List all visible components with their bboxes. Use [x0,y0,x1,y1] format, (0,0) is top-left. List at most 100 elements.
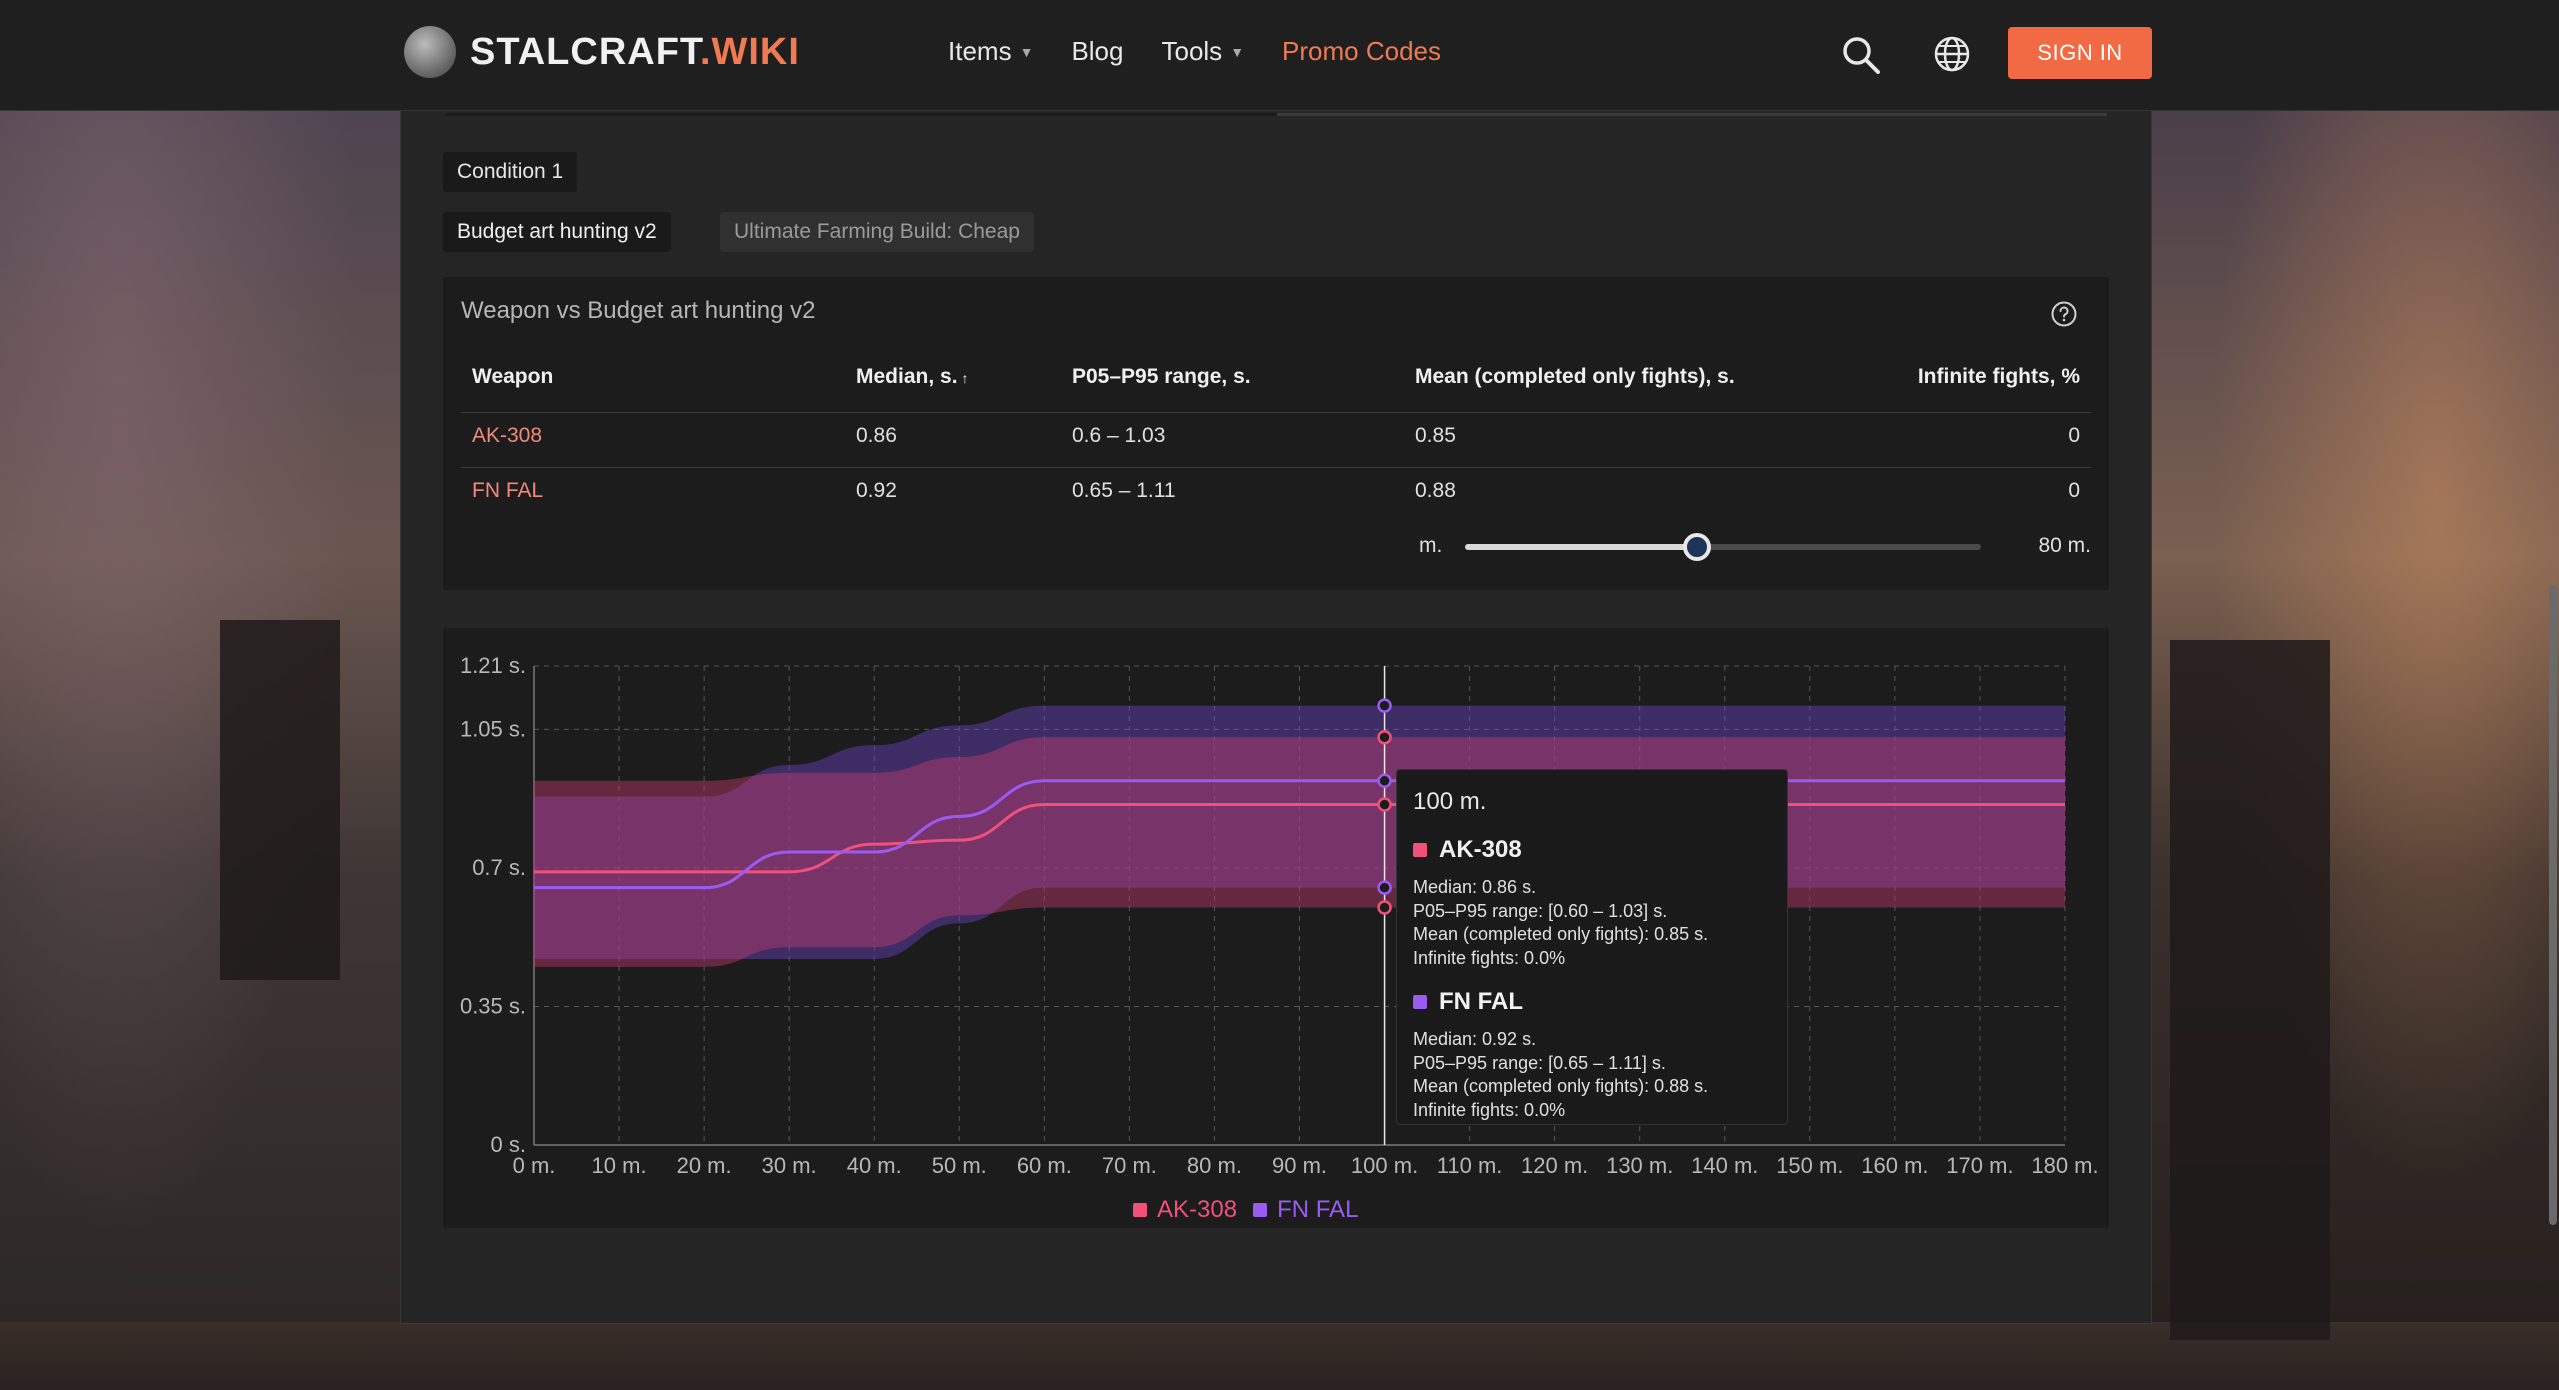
weapon-link-fnfal[interactable]: FN FAL [472,479,544,502]
x-tick-label: 80 m. [1187,1153,1242,1178]
cell-mean: 0.88 [1415,479,1456,502]
column-header-median[interactable]: Median, s. ↑ [856,365,969,388]
distance-slider-thumb[interactable] [1683,533,1712,561]
weapon-link-ak308[interactable]: AK-308 [472,424,543,447]
y-tick-label: 1.21 s. [460,653,526,678]
background-tower-left [220,620,340,980]
sign-in-button[interactable]: SIGN IN [2008,27,2152,79]
time-to-kill-chart[interactable]: 0 s. 0.35 s. 0.7 s. 1.05 s. 1.21 s. 0 m. 10 m.… [443,628,2109,1228]
x-tick-label: 120 m. [1521,1153,1588,1178]
x-tick-label: 60 m. [1017,1153,1072,1178]
column-header-infinite[interactable]: Infinite fights, % [1917,365,2080,388]
column-header-range[interactable]: P05–P95 range, s. [1072,365,1251,388]
search-icon[interactable] [1840,34,1882,76]
table-divider [461,467,2091,468]
y-tick-label: 0 s. [491,1132,526,1157]
x-tick-label: 70 m. [1102,1153,1157,1178]
x-tick-label: 90 m. [1272,1153,1327,1178]
chevron-down-icon: ▼ [1019,43,1034,60]
x-tick-label: 40 m. [847,1153,902,1178]
cell-infinite: 0 [2068,424,2080,447]
x-tick-label: 100 m. [1351,1153,1418,1178]
x-tick-label: 0 m. [513,1153,556,1178]
nav-item-tools[interactable]: Tools ▼ [1161,36,1245,66]
tooltip-swatch [1413,995,1427,1009]
brand-dot: . [699,30,712,73]
chevron-down-icon: ▼ [1230,43,1245,60]
legend-item-ak308[interactable]: AK-308 [1133,1196,1237,1224]
hover-point-ak308-median [1377,797,1392,812]
median-line-ak308 [534,803,2065,874]
tooltip-infinite: Infinite fights: 0.0% [1413,1099,1566,1120]
tooltip-mean: Mean (completed only fights): 0.88 s. [1413,1076,1709,1096]
chart-legend: AK-308 FN FAL [1133,1196,1374,1224]
tab-indicator-active [445,113,1277,116]
nav-item-promo-codes[interactable]: Promo Codes [1282,36,1442,66]
hover-point-fnfal-p05 [1377,880,1392,895]
column-header-weapon[interactable]: Weapon [472,365,554,388]
tab-indicator-inactive [1277,113,2107,116]
legend-swatch [1133,1203,1147,1217]
tooltip-title: 100 m. [1413,788,1487,815]
chart-tooltip: 100 m. AK-308 Median: 0.86 s. P05–P95 ra… [1396,769,1788,1125]
distance-slider[interactable] [1465,533,1981,561]
tooltip-series-name: FN FAL [1439,988,1523,1015]
legend-label: AK-308 [1157,1196,1238,1223]
chart-canvas[interactable]: 0 s. 0.35 s. 0.7 s. 1.05 s. 1.21 s. 0 m. 10 m.… [443,628,2109,1228]
condition-chip[interactable]: Condition 1 [443,152,578,192]
language-globe-icon[interactable] [1932,34,1972,74]
tooltip-median: Median: 0.92 s. [1413,1029,1537,1049]
site-logo[interactable]: STALCRAFT.WIKI [404,26,800,78]
tooltip-series-name: AK-308 [1439,836,1522,863]
top-navigation-bar: STALCRAFT.WIKI Items ▼ Blog Tools ▼ Promo … [0,0,2559,111]
cell-range: 0.6 – 1.03 [1072,424,1166,447]
build-chip[interactable]: Ultimate Farming Build: Cheap [720,212,1034,252]
background-scenery-bottom [0,1322,2559,1390]
median-line-fnfal [533,779,2065,890]
tooltip-swatch [1413,843,1427,857]
y-tick-label: 0.35 s. [460,993,526,1018]
help-icon[interactable] [2050,300,2078,328]
x-tick-label: 110 m. [1437,1153,1503,1178]
main-nav: Items ▼ Blog Tools ▼ Promo Codes [948,36,1479,67]
tooltip-infinite: Infinite fights: 0.0% [1413,947,1566,968]
y-tick-label: 1.05 s. [460,716,526,741]
cell-median: 0.86 [856,424,897,447]
brand-suffix: WIKI [711,30,800,73]
hover-point-fnfal-p95 [1377,698,1392,713]
x-tick-label: 50 m. [932,1153,987,1178]
hover-point-fnfal-median [1377,773,1392,789]
comparison-table-card: Weapon vs Budget art hunting v2 Weapon M… [443,277,2109,590]
legend-label: FN FAL [1277,1196,1359,1223]
cell-range: 0.65 – 1.11 [1072,479,1176,502]
page-scrollbar[interactable] [2549,585,2557,1225]
tooltip-entry-ak308: AK-308 Median: 0.86 s. P05–P95 range: [0… [1413,836,1771,970]
nav-item-items[interactable]: Items ▼ [948,36,1034,66]
tooltip-range: P05–P95 range: [0.65 – 1.11] s. [1413,1052,1666,1073]
legend-item-fnfal[interactable]: FN FAL [1253,1196,1358,1224]
cell-mean: 0.85 [1415,424,1456,447]
cell-median: 0.92 [856,479,897,502]
background-scenery-left [0,110,400,1390]
legend-swatch [1253,1203,1268,1217]
tooltip-entry-fnfal: FN FAL Median: 0.92 s. P05–P95 range: [0… [1413,988,1771,1122]
distance-slider-value: 80 m. [2038,534,2091,557]
site-brand: STALCRAFT.WIKI [470,30,800,73]
x-tick-label: 10 m. [592,1153,647,1178]
x-tick-label: 20 m. [677,1153,732,1178]
tooltip-mean: Mean (completed only fights): 0.85 s. [1413,924,1709,944]
band-fnfal [534,705,2065,959]
x-tick-label: 140 m. [1691,1153,1758,1178]
column-header-mean[interactable]: Mean (completed only fights), s. [1415,365,1735,388]
tooltip-range: P05–P95 range: [0.60 – 1.03] s. [1413,900,1668,921]
sort-ascending-icon: ↑ [961,370,969,386]
x-tick-label: 160 m. [1861,1153,1928,1178]
build-chip-active[interactable]: Budget art hunting v2 [443,212,671,252]
distance-slider-min-label: m. [1419,534,1443,557]
table-title: Weapon vs Budget art hunting v2 [461,297,816,324]
nav-item-blog[interactable]: Blog [1071,36,1124,66]
x-tick-label: 150 m. [1776,1153,1843,1178]
x-tick-label: 170 m. [1946,1153,2013,1178]
wiki-globe-icon [404,26,456,78]
hover-point-ak308-p05 [1377,900,1392,915]
